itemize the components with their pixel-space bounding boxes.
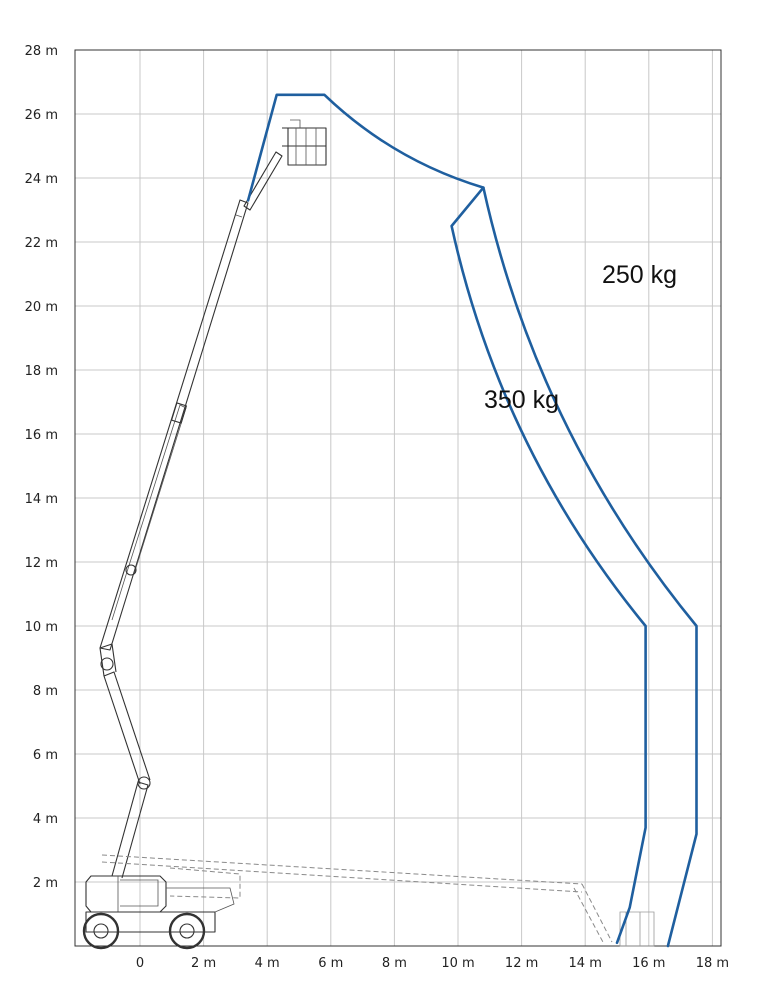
grid	[75, 49, 721, 946]
chassis-body	[85, 875, 167, 913]
y-tick-label-8: 18 m	[25, 364, 58, 379]
load-label-250kg: 250 kg	[602, 261, 677, 289]
basket	[282, 127, 327, 166]
x-tick-label-1: 2 m	[191, 956, 216, 971]
main-boom	[99, 199, 249, 651]
y-tick-label-13: 28 m	[25, 44, 58, 59]
lower-arm-2	[103, 671, 151, 785]
x-axis-ticks: 0 2 m 4 m 6 m 8 m 10 m 12 m 14 m 16 m 18 m	[136, 956, 729, 971]
rear-wheel	[168, 912, 206, 950]
y-tick-label-11: 24 m	[25, 172, 58, 187]
main-boom-inner	[111, 214, 243, 621]
x-tick-label-0: 0	[136, 956, 144, 971]
front-wheel	[82, 912, 120, 950]
envelope-350kg	[450, 186, 647, 945]
y-tick-label-7: 16 m	[25, 428, 58, 443]
front-wheel-hub	[93, 923, 109, 939]
x-tick-label-6: 12 m	[505, 956, 538, 971]
x-tick-label-9: 18 m	[696, 956, 729, 971]
y-tick-label-10: 22 m	[25, 236, 58, 251]
lower-pivot	[137, 776, 151, 790]
y-tick-label-4: 10 m	[25, 620, 58, 635]
y-tick-label-0: 2 m	[33, 876, 58, 891]
x-tick-label-3: 6 m	[318, 956, 343, 971]
y-tick-label-5: 12 m	[25, 556, 58, 571]
y-tick-label-6: 14 m	[25, 492, 58, 507]
y-tick-label-1: 4 m	[33, 812, 58, 827]
riser-arm	[99, 643, 117, 677]
plot-frame	[74, 49, 722, 947]
y-tick-label-3: 8 m	[33, 684, 58, 699]
boom-clamp	[171, 402, 187, 424]
lower-arm-1	[111, 781, 149, 879]
rear-wheel-hub	[179, 923, 195, 939]
y-tick-label-2: 6 m	[33, 748, 58, 763]
working-envelopes	[246, 93, 698, 948]
y-axis-ticks: 2 m 4 m 6 m 8 m 10 m 12 m 14 m 16 m 18 m 20 m 22 m…	[25, 44, 58, 891]
y-tick-label-9: 20 m	[25, 300, 58, 315]
jib-arm	[243, 151, 283, 211]
counterweight	[166, 887, 235, 913]
boom-extended-low-outline	[101, 854, 583, 899]
x-tick-label-8: 16 m	[632, 956, 665, 971]
x-tick-label-4: 8 m	[382, 956, 407, 971]
boom-mid-joint	[125, 564, 137, 576]
x-tick-label-7: 14 m	[569, 956, 602, 971]
middle-pivot	[100, 657, 114, 671]
basket-rail	[290, 119, 317, 165]
load-label-350kg: 350 kg	[484, 386, 559, 414]
jib-extended-low-outline	[573, 883, 613, 945]
y-tick-label-12: 26 m	[25, 108, 58, 123]
chassis-panel	[117, 876, 159, 912]
x-tick-label-2: 4 m	[255, 956, 280, 971]
x-tick-label-5: 10 m	[441, 956, 474, 971]
aerial-lift-illustration	[82, 119, 655, 950]
envelope-250kg	[246, 93, 698, 948]
